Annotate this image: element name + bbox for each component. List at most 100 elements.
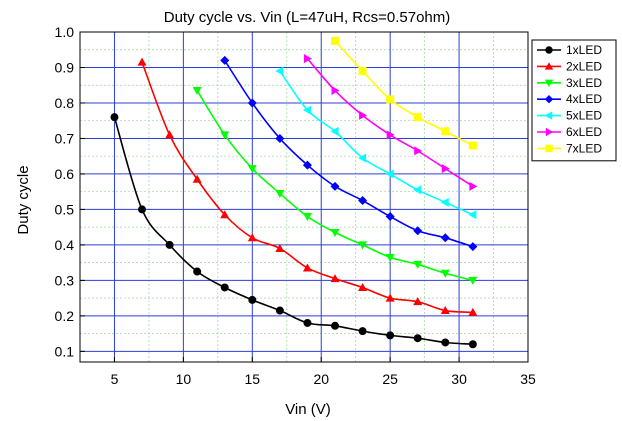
y-tick-label: 0.1 (55, 343, 75, 359)
legend-item-4xLED: 4xLED (537, 92, 602, 106)
data-point-3xLED (247, 165, 257, 174)
data-point-7xLED (468, 141, 477, 150)
legend-swatch-marker (545, 144, 553, 153)
data-point-1xLED (138, 205, 147, 214)
x-tick-label: 10 (176, 371, 192, 387)
legend-item-6xLED: 6xLED (537, 125, 602, 139)
data-point-6xLED (469, 181, 478, 191)
data-point-3xLED (358, 241, 368, 250)
data-point-3xLED (302, 213, 312, 222)
data-point-1xLED (331, 321, 340, 330)
data-point-1xLED (358, 327, 367, 336)
y-tick-label: 0.7 (55, 130, 75, 146)
data-point-1xLED (468, 340, 477, 349)
x-tick-label: 35 (520, 371, 536, 387)
data-point-4xLED (302, 160, 312, 170)
data-point-4xLED (275, 133, 285, 143)
data-point-7xLED (413, 113, 422, 122)
chart-title: Duty cycle vs. Vin (L=47uH, Rcs=0.57ohm) (164, 9, 451, 26)
data-point-6xLED (414, 146, 423, 156)
legend-swatch-marker (544, 95, 554, 104)
data-point-1xLED (220, 283, 229, 292)
data-point-4xLED (330, 181, 340, 191)
data-point-2xLED (220, 210, 230, 219)
data-point-3xLED (220, 131, 230, 140)
data-point-7xLED (441, 127, 450, 136)
data-point-3xLED (275, 189, 285, 198)
series-layer (110, 36, 478, 349)
major-grid (80, 32, 528, 362)
data-point-4xLED (468, 242, 478, 252)
legend-swatch-marker (545, 127, 554, 137)
series-6xLED (303, 54, 478, 191)
data-point-5xLED (302, 105, 311, 115)
data-point-2xLED (385, 293, 395, 302)
data-point-3xLED (468, 276, 478, 285)
data-point-3xLED (440, 269, 450, 278)
series-1xLED (110, 113, 477, 349)
data-point-1xLED (441, 338, 450, 347)
data-point-4xLED (247, 98, 257, 108)
data-point-2xLED (440, 306, 450, 315)
data-point-5xLED (330, 126, 339, 136)
series-5xLED (275, 66, 477, 220)
plot-frame (79, 31, 529, 363)
series-2xLED (137, 57, 478, 316)
legend-label: 2xLED (566, 59, 602, 73)
data-point-2xLED (302, 263, 312, 272)
data-point-1xLED (303, 318, 312, 327)
data-point-2xLED (192, 174, 202, 183)
data-point-1xLED (413, 334, 422, 343)
data-point-5xLED (440, 197, 449, 207)
legend-item-2xLED: 2xLED (537, 59, 602, 73)
data-point-3xLED (192, 87, 202, 96)
data-point-6xLED (359, 110, 368, 120)
data-point-1xLED (248, 295, 257, 304)
y-tick-label: 0.4 (55, 237, 75, 253)
data-point-1xLED (275, 306, 284, 315)
x-tick-label: 25 (382, 371, 398, 387)
y-tick-label: 0.6 (55, 166, 75, 182)
data-point-1xLED (193, 267, 202, 276)
data-point-1xLED (165, 240, 174, 249)
legend-label: 5xLED (566, 109, 602, 123)
data-point-1xLED (110, 113, 119, 122)
data-point-4xLED (440, 233, 450, 243)
y-tick-label: 0.3 (55, 272, 75, 288)
data-point-7xLED (358, 67, 367, 76)
data-point-2xLED (413, 297, 423, 306)
data-point-2xLED (330, 274, 340, 283)
data-point-7xLED (331, 36, 340, 45)
x-axis-label: Vin (V) (285, 401, 331, 418)
y-tick-label: 0.9 (55, 59, 75, 75)
legend-swatch-marker (544, 111, 553, 120)
legend-item-3xLED: 3xLED (537, 76, 602, 90)
data-point-5xLED (468, 210, 477, 220)
legend-label: 6xLED (566, 125, 602, 139)
data-point-2xLED (247, 233, 257, 242)
y-tick-label: 1.0 (55, 24, 75, 40)
legend-item-7xLED: 7xLED (537, 141, 602, 155)
data-point-5xLED (358, 153, 367, 163)
data-point-3xLED (413, 260, 423, 269)
series-line-2xLED (141, 61, 473, 314)
y-tick-label: 0.5 (55, 201, 75, 217)
x-tick-label: 15 (245, 371, 261, 387)
data-point-6xLED (441, 164, 450, 174)
data-point-6xLED (303, 54, 312, 64)
axis-ticks: 5 10 15 20 25 30 35 0.1 0.2 0.3 0.4 0.5 0.6 0.7 0.8 0.9… (55, 24, 536, 387)
y-tick-label: 0.8 (55, 95, 75, 111)
series-line-5xLED (279, 70, 474, 216)
data-point-5xLED (385, 169, 394, 179)
data-point-2xLED (137, 57, 147, 66)
y-tick-label: 0.2 (55, 308, 75, 324)
legend-label: 1xLED (566, 43, 602, 57)
legend-swatch-marker (544, 62, 554, 70)
series-4xLED (220, 55, 478, 252)
data-point-3xLED (330, 228, 340, 237)
data-point-4xLED (385, 212, 395, 222)
data-point-4xLED (220, 55, 230, 65)
minor-grid (79, 32, 528, 362)
data-point-5xLED (413, 185, 422, 195)
